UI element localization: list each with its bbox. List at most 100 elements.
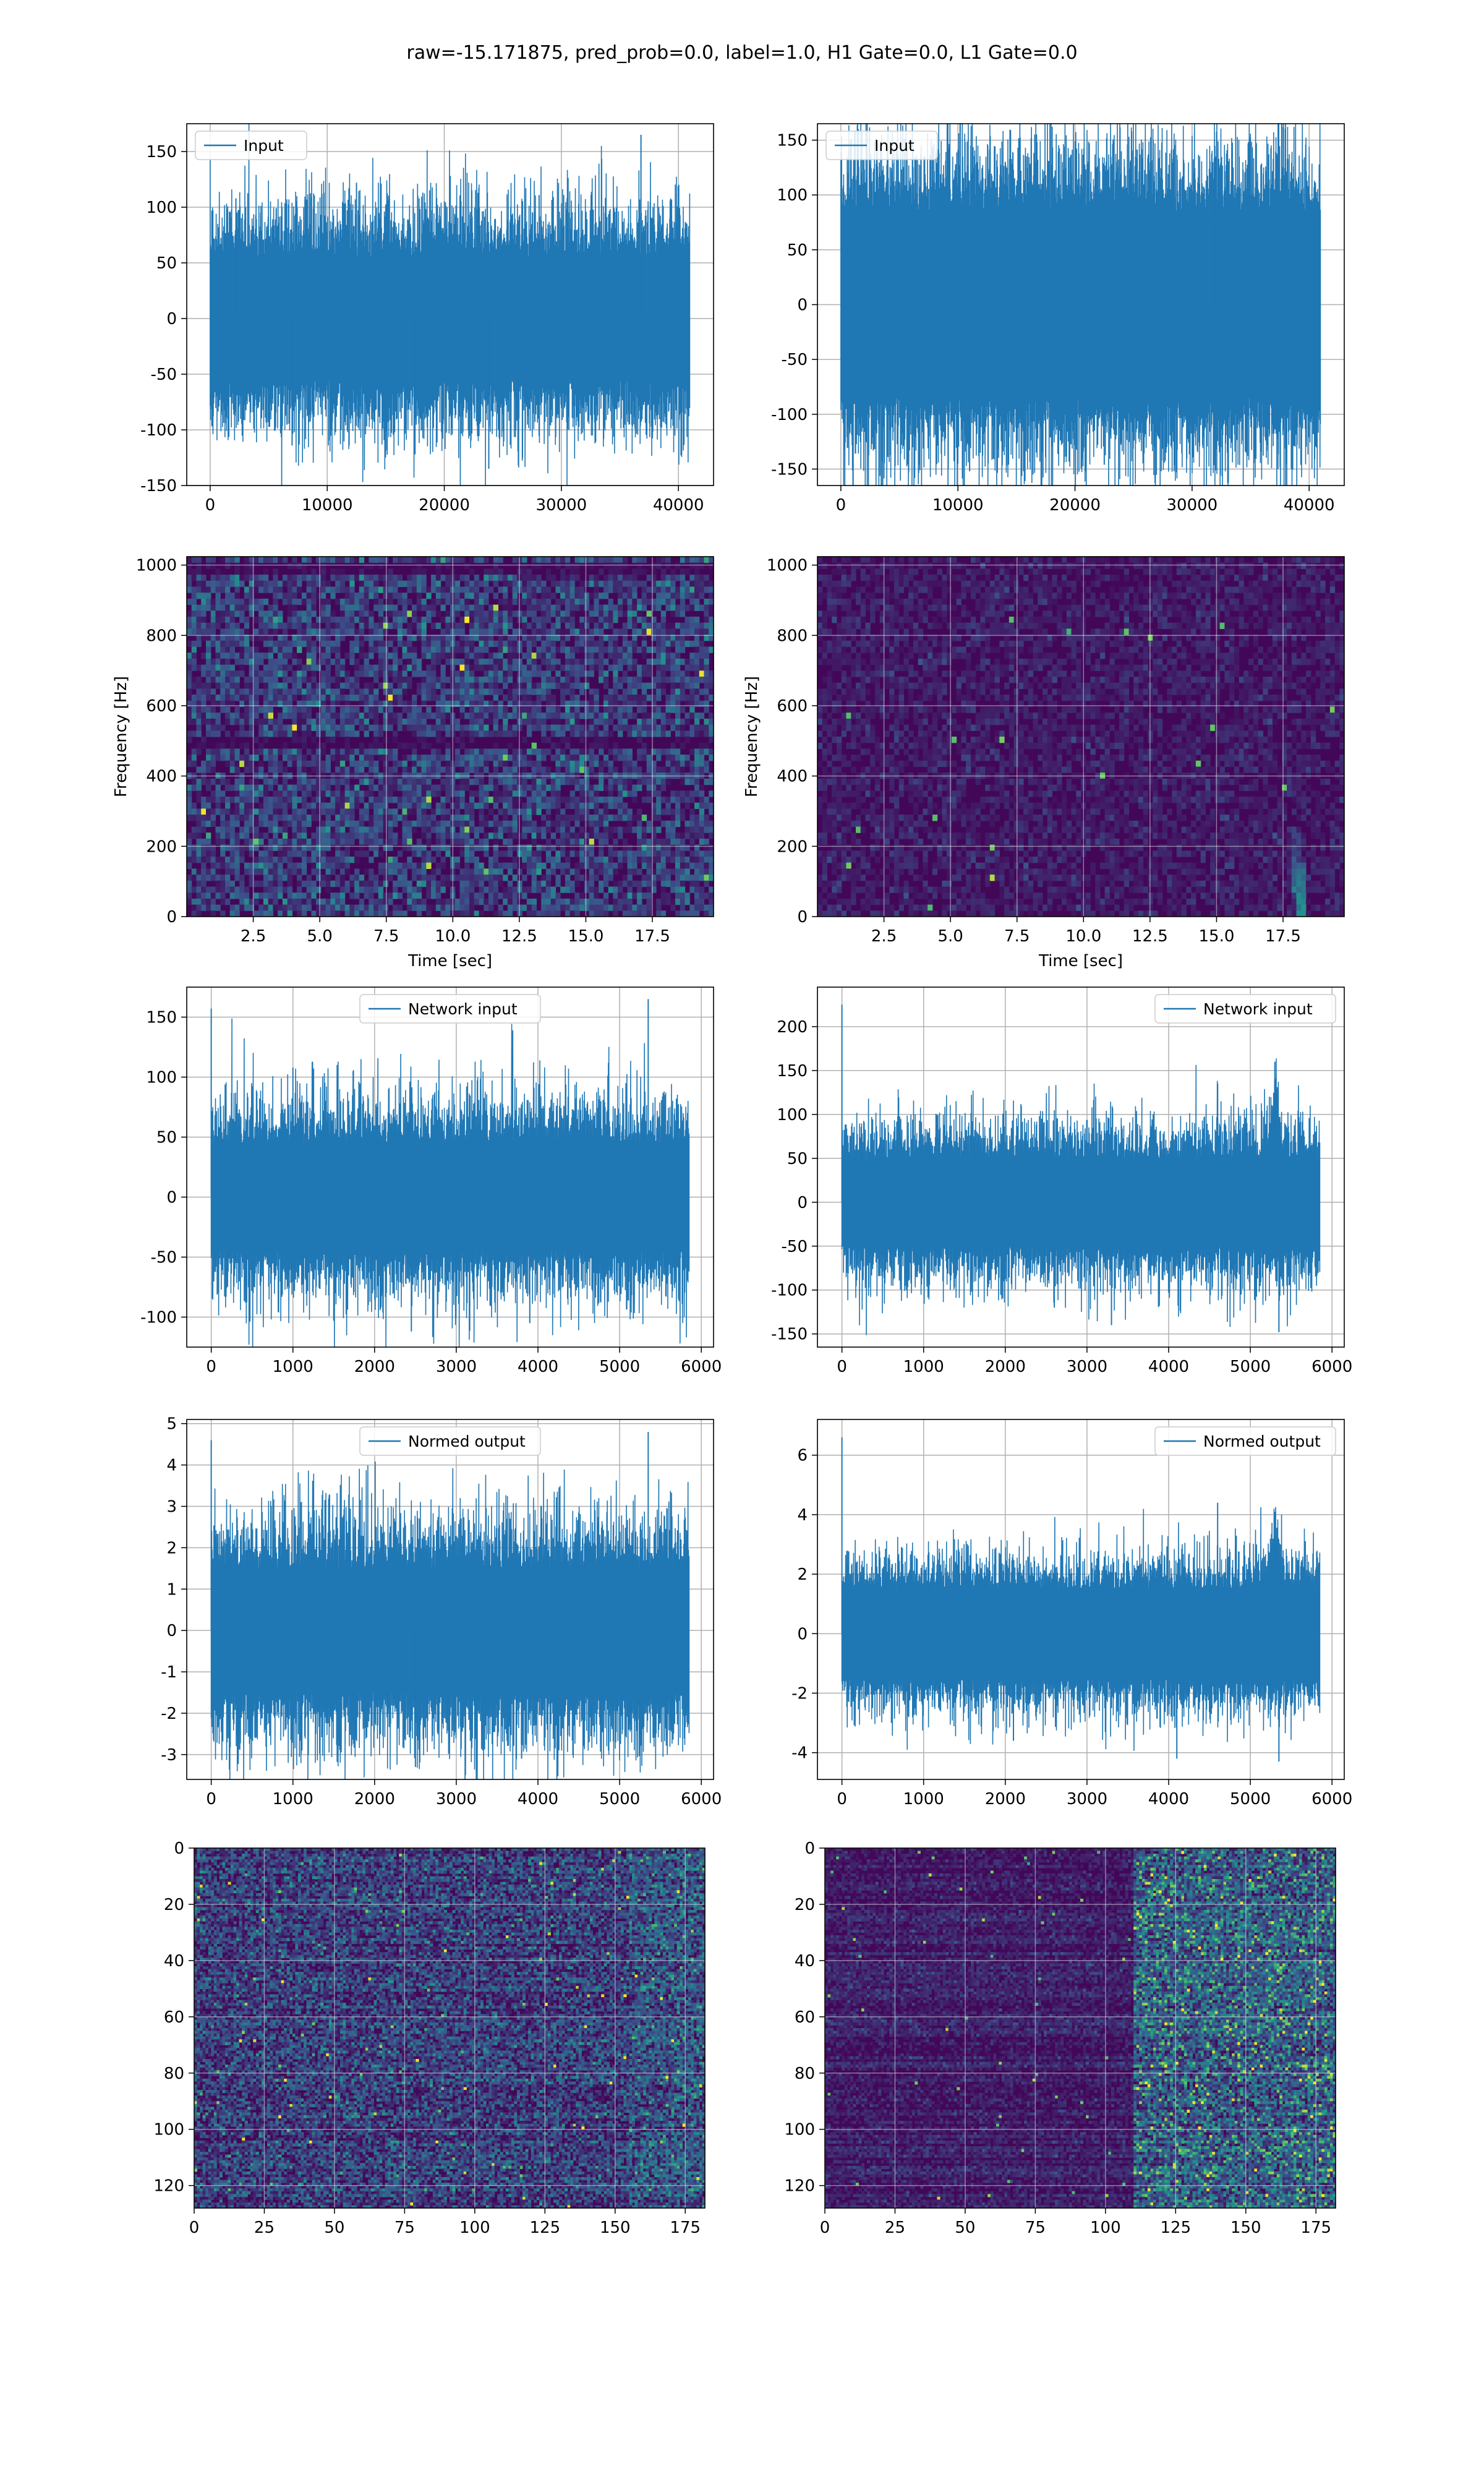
legend-label: Network input — [1203, 1000, 1313, 1018]
y-tick-label: -1 — [161, 1663, 177, 1682]
x-tick-label: 4000 — [518, 1790, 558, 1808]
y-tick-label: 60 — [795, 2008, 815, 2027]
x-tick-label: 100 — [459, 2219, 490, 2237]
y-tick-label: 1 — [166, 1580, 177, 1599]
y-tick-label: -100 — [771, 1282, 808, 1300]
x-tick-label: 50 — [955, 2219, 975, 2237]
y-tick-label: 800 — [777, 627, 808, 645]
x-tick-label: 5000 — [1230, 1358, 1271, 1376]
x-tick-label: 17.5 — [634, 927, 670, 946]
x-tick-label: 75 — [1025, 2219, 1046, 2237]
y-tick-label: 120 — [153, 2177, 184, 2196]
x-tick-label: 5.0 — [307, 927, 332, 946]
y-axis-label: Frequency [Hz] — [112, 676, 130, 797]
y-tick-label: 6 — [797, 1447, 808, 1465]
y-tick-label: 800 — [146, 627, 177, 645]
legend: Normed output — [1154, 1426, 1336, 1456]
axes-frame — [186, 987, 714, 1348]
y-tick-label: 0 — [797, 296, 808, 315]
y-tick-label: 0 — [797, 1625, 808, 1643]
x-tick-label: 5000 — [599, 1790, 640, 1808]
x-tick-label: 150 — [600, 2219, 631, 2237]
signal-core — [211, 1147, 689, 1247]
x-tick-label: 0 — [189, 2219, 200, 2237]
x-tick-label: 15.0 — [1199, 927, 1235, 946]
axes-frame — [817, 1419, 1345, 1780]
x-tick-label: 12.5 — [1132, 927, 1168, 946]
legend-label: Normed output — [1203, 1432, 1321, 1450]
heatmap-cells — [825, 1848, 1336, 2208]
legend: Input — [825, 131, 938, 160]
subplot-input-l1: Input 0 10000 20000 30000 40000 -150 -100 -50 0 50… — [771, 123, 1345, 515]
y-tick-label: 3 — [166, 1497, 177, 1516]
x-tick-label: 3000 — [1067, 1790, 1107, 1808]
y-tick-label: 100 — [153, 2121, 184, 2139]
x-tick-label: 75 — [394, 2219, 415, 2237]
x-tick-label: 25 — [885, 2219, 905, 2237]
y-tick-label: -100 — [771, 406, 808, 424]
x-tick-label: 100 — [1090, 2219, 1121, 2237]
x-tick-label: 0 — [205, 496, 216, 515]
y-tick-label: 20 — [795, 1896, 815, 1914]
axes-frame — [186, 556, 714, 917]
axes-frame — [186, 123, 714, 486]
y-tick-label: -2 — [791, 1685, 808, 1703]
y-tick-label: 60 — [164, 2008, 184, 2027]
x-tick-label: 2000 — [985, 1358, 1026, 1376]
y-tick-label: 50 — [156, 1129, 177, 1147]
legend: Normed output — [359, 1426, 541, 1456]
y-tick-label: -100 — [140, 1309, 177, 1327]
y-tick-label: 400 — [777, 768, 808, 786]
tick-labels: 0 10000 20000 30000 40000 -150 -100 -50 0 50 100 15… — [140, 143, 704, 515]
x-tick-label: 1000 — [903, 1790, 944, 1808]
signal-core — [210, 262, 690, 375]
y-tick-label: -50 — [151, 1249, 177, 1267]
tick-labels: 0 25 50 75 100 125 150 175 0 20 40 60 80 100 120 — [153, 1839, 701, 2237]
y-tick-label: 0 — [797, 908, 808, 927]
x-tick-label: 6000 — [681, 1358, 722, 1376]
heatmap-cells — [817, 557, 1344, 917]
y-axis-label: Frequency [Hz] — [743, 676, 761, 797]
y-tick-label: 0 — [166, 1622, 177, 1640]
y-tick-label: -150 — [771, 460, 808, 479]
x-axis-label: Time [sec] — [1038, 952, 1123, 970]
x-tick-label: 4000 — [1148, 1790, 1189, 1808]
x-tick-label: 0 — [206, 1358, 216, 1376]
y-tick-label: -50 — [782, 1238, 808, 1256]
y-tick-label: 150 — [777, 1062, 808, 1081]
legend: Network input — [359, 994, 541, 1024]
y-tick-label: -100 — [140, 421, 177, 440]
x-axis-label: Time [sec] — [407, 952, 492, 970]
y-tick-label: -150 — [771, 1325, 808, 1344]
x-tick-label: 2000 — [354, 1358, 395, 1376]
tick-labels: 0 25 50 75 100 125 150 175 0 20 40 60 80 100 120 — [784, 1839, 1331, 2237]
x-tick-label: 3000 — [436, 1358, 477, 1376]
x-tick-label: 10000 — [302, 496, 353, 515]
x-tick-label: 175 — [670, 2219, 701, 2237]
tick-labels: 0 1000 2000 3000 4000 5000 6000 -100 -50 0 50 100 15… — [140, 1009, 722, 1377]
y-tick-label: 150 — [777, 132, 808, 150]
legend-label: Input — [244, 137, 284, 155]
y-tick-label: 100 — [777, 1106, 808, 1124]
legend: Input — [195, 131, 307, 160]
subplot-spec-h1: 2.5 5.0 7.5 10.0 12.5 15.0 17.5 0 200 400 600 800 10… — [112, 556, 714, 970]
y-tick-label: -150 — [140, 477, 177, 495]
figure-title: raw=-15.171875, pred_prob=0.0, label=1.0… — [0, 42, 1484, 64]
y-tick-label: 80 — [795, 2065, 815, 2083]
x-tick-label: 6000 — [1311, 1790, 1352, 1808]
y-tick-label: 0 — [804, 1839, 815, 1858]
x-tick-label: 12.5 — [501, 927, 537, 946]
legend-label: Input — [874, 137, 915, 155]
axes-frame — [817, 556, 1345, 917]
signal-core — [842, 1162, 1320, 1243]
subplot-normed-output-h1: Normed output 0 1000 2000 3000 4000 5000 6000 -3… — [161, 1415, 722, 1808]
y-tick-label: 150 — [146, 143, 177, 161]
y-tick-label: 50 — [787, 1150, 808, 1168]
tick-labels: 0 1000 2000 3000 4000 5000 6000 -4 -2 0 2 4 6 — [791, 1447, 1352, 1808]
x-tick-label: 20000 — [419, 496, 470, 515]
subplot-input-h1: Input 0 10000 20000 30000 40000 -150 -100 -50 0 50… — [140, 123, 714, 515]
y-tick-label: 150 — [146, 1009, 177, 1027]
x-tick-label: 0 — [837, 1358, 847, 1376]
